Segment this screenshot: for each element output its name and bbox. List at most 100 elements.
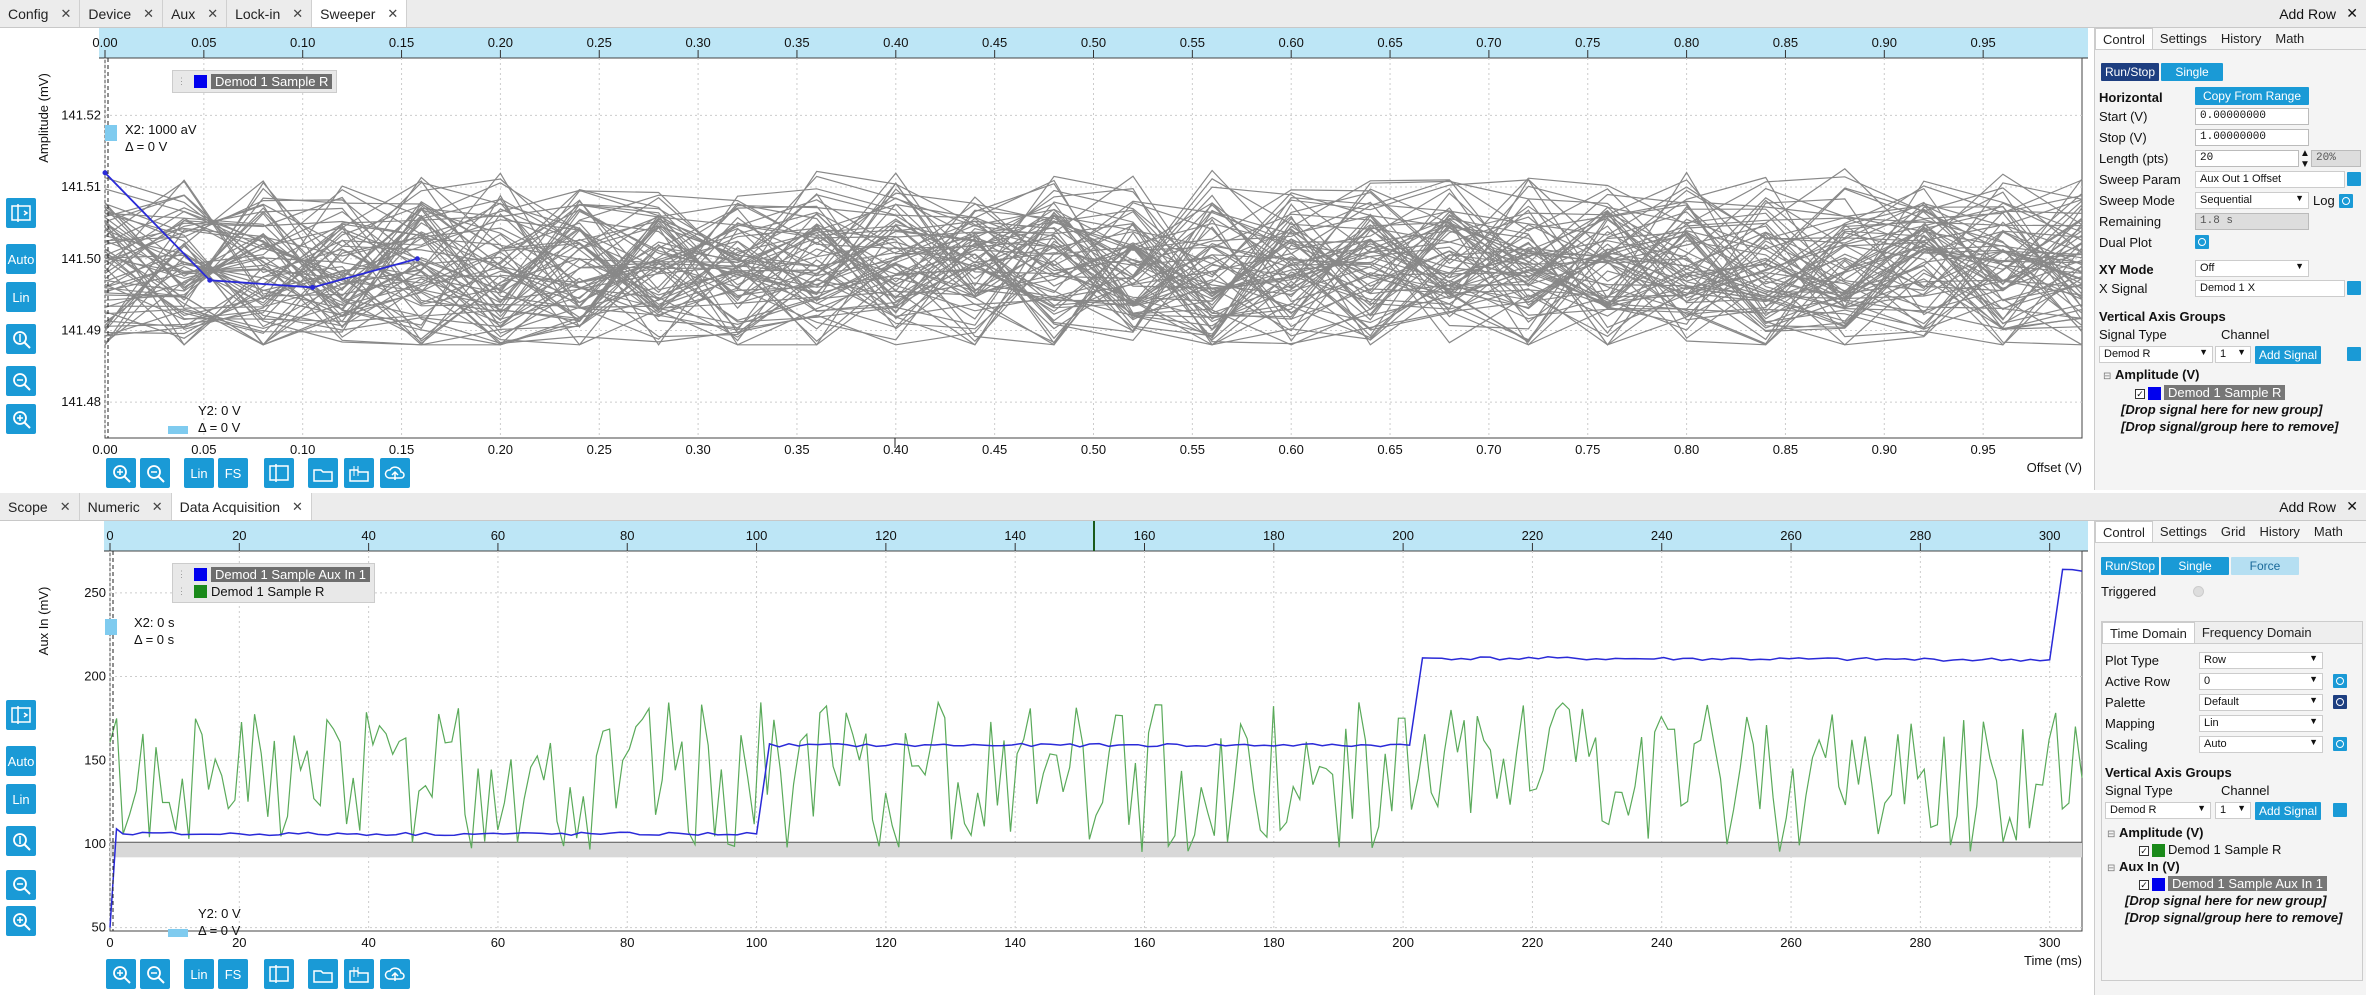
signal-type-select[interactable]: Demod R ▼ xyxy=(2105,802,2211,819)
signal-type-select[interactable]: Demod R ▼ xyxy=(2099,346,2213,363)
plot-type-select[interactable]: Row ▼ xyxy=(2199,652,2323,669)
cursor-handle[interactable] xyxy=(105,619,117,635)
add-signal-button[interactable]: Add Signal xyxy=(2255,802,2321,820)
cursor-tool-icon[interactable] xyxy=(264,959,294,989)
signal-tree-icon[interactable] xyxy=(2347,172,2361,186)
length-field[interactable]: 20 xyxy=(2195,150,2299,167)
auto-scale-button[interactable]: Auto xyxy=(6,244,36,274)
palette-toggle[interactable] xyxy=(2333,695,2347,709)
cursor-tool-icon[interactable] xyxy=(6,198,36,228)
tab-grid[interactable]: Grid xyxy=(2220,524,2246,539)
zoom-fit-icon[interactable] xyxy=(6,324,36,354)
start-field[interactable]: 0.00000000 xyxy=(2195,108,2309,125)
signal-item[interactable]: ✓ Demod 1 Sample R xyxy=(2139,842,2282,858)
fs-button[interactable]: FS xyxy=(218,959,248,989)
tab-math[interactable]: Math xyxy=(2275,31,2305,46)
tab-time-domain[interactable]: Time Domain xyxy=(2102,622,2195,643)
run-stop-button[interactable]: Run/Stop xyxy=(2101,63,2159,81)
signal-tree-icon[interactable] xyxy=(2347,281,2361,295)
tab-aux[interactable]: Aux ✕ xyxy=(163,0,228,27)
open-folder-icon[interactable] xyxy=(308,959,338,989)
group-amplitude[interactable]: ⊟ Amplitude (V) xyxy=(2107,825,2204,840)
close-icon[interactable]: ✕ xyxy=(387,5,399,21)
zoom-out-icon[interactable] xyxy=(6,870,36,900)
copy-from-range-button[interactable]: Copy From Range xyxy=(2195,87,2309,105)
tab-settings[interactable]: Settings xyxy=(2159,31,2207,46)
log-toggle[interactable] xyxy=(2339,194,2353,208)
active-row-select[interactable]: 0 ▼ xyxy=(2199,673,2323,690)
palette-select[interactable]: Default ▼ xyxy=(2199,694,2323,711)
sweep-param-select[interactable]: Aux Out 1 Offset xyxy=(2195,171,2345,188)
x-lin-button[interactable]: Lin xyxy=(184,959,214,989)
signal-item[interactable]: ✓ Demod 1 Sample Aux In 1 xyxy=(2139,876,2328,892)
save-folder-icon[interactable] xyxy=(344,959,374,989)
cloud-upload-icon[interactable] xyxy=(380,959,410,989)
close-icon[interactable]: ✕ xyxy=(2346,498,2358,514)
tab-history[interactable]: History xyxy=(2259,524,2300,539)
close-icon[interactable]: ✕ xyxy=(60,5,72,21)
checkbox[interactable]: ✓ xyxy=(2139,845,2149,856)
group-aux-in[interactable]: ⊟ Aux In (V) xyxy=(2107,859,2180,874)
tab-device[interactable]: Device ✕ xyxy=(80,0,164,27)
signal-item[interactable]: ✓ Demod 1 Sample R xyxy=(2135,385,2286,401)
checkbox[interactable]: ✓ xyxy=(2135,388,2145,399)
open-folder-icon[interactable] xyxy=(308,458,338,488)
single-button[interactable]: Single xyxy=(2161,63,2223,81)
tab-sweeper[interactable]: Sweeper ✕ xyxy=(312,0,408,27)
channel-select[interactable]: 1 ▼ xyxy=(2215,802,2251,819)
close-icon[interactable]: ✕ xyxy=(143,5,155,21)
zoom-out-icon[interactable] xyxy=(140,959,170,989)
daq-plot-canvas[interactable]: 0 0 20 20 40 40 60 60 80 80 100 100 120 120 140 140 160 1… xyxy=(0,521,2090,991)
mapping-select[interactable]: Lin ▼ xyxy=(2199,715,2323,732)
channel-select[interactable]: 1 ▼ xyxy=(2215,346,2251,363)
cursor-tool-icon[interactable] xyxy=(6,700,36,730)
stepper-icon[interactable]: ▲ ▼ xyxy=(2300,148,2310,170)
force-button[interactable]: Force xyxy=(2231,557,2299,575)
legend-item[interactable]: ⋮ Demod 1 Sample R xyxy=(177,73,333,90)
signal-tree-icon[interactable] xyxy=(2347,347,2361,361)
close-icon[interactable]: ✕ xyxy=(151,498,163,514)
tab-frequency-domain[interactable]: Frequency Domain xyxy=(2201,625,2312,640)
run-stop-button[interactable]: Run/Stop xyxy=(2101,557,2159,575)
zoom-out-icon[interactable] xyxy=(140,458,170,488)
sweeper-plot-canvas[interactable]: 0.00 0.00 0.05 0.05 0.10 0.10 0.15 0.15 0.20 0.20… xyxy=(0,28,2090,490)
cursor-tool-icon[interactable] xyxy=(264,458,294,488)
drop-remove[interactable]: [Drop signal/group here to remove] xyxy=(2121,419,2339,434)
cloud-upload-icon[interactable] xyxy=(380,458,410,488)
tab-config[interactable]: Config ✕ xyxy=(0,0,81,27)
signal-tree-icon[interactable] xyxy=(2333,803,2347,817)
tab-history[interactable]: History xyxy=(2220,31,2262,46)
drop-new-group[interactable]: [Drop signal here for new group] xyxy=(2125,893,2327,908)
zoom-fit-icon[interactable] xyxy=(6,826,36,856)
fs-button[interactable]: FS xyxy=(218,458,248,488)
cursor-handle[interactable] xyxy=(168,426,188,434)
tab-numeric[interactable]: Numeric ✕ xyxy=(80,493,172,520)
close-icon[interactable]: ✕ xyxy=(292,498,303,514)
dual-plot-toggle[interactable] xyxy=(2195,235,2209,249)
zoom-in-icon[interactable] xyxy=(106,959,136,989)
zoom-in-icon[interactable] xyxy=(106,458,136,488)
active-row-toggle[interactable] xyxy=(2333,674,2347,688)
sweep-mode-select[interactable]: Sequential ▼ xyxy=(2195,192,2309,209)
tab-scope[interactable]: Scope ✕ xyxy=(0,493,80,520)
zoom-in-icon[interactable] xyxy=(6,404,36,434)
lin-scale-button[interactable]: Lin xyxy=(6,784,36,814)
zoom-in-icon[interactable] xyxy=(6,906,36,936)
drop-new-group[interactable]: [Drop signal here for new group] xyxy=(2121,402,2323,417)
zoom-out-icon[interactable] xyxy=(6,366,36,396)
cursor-handle[interactable] xyxy=(105,125,117,141)
add-signal-button[interactable]: Add Signal xyxy=(2255,346,2321,364)
lin-scale-button[interactable]: Lin xyxy=(6,282,36,312)
tab-lock-in[interactable]: Lock-in ✕ xyxy=(227,0,313,27)
tab-math[interactable]: Math xyxy=(2313,524,2343,539)
checkbox[interactable]: ✓ xyxy=(2139,879,2149,890)
sweeper-plot[interactable]: 0.00 0.00 0.05 0.05 0.10 0.10 0.15 0.15 0.20 0.20… xyxy=(0,28,2090,490)
legend-item[interactable]: ⋮ Demod 1 Sample R xyxy=(177,584,325,599)
tab-data-acquisition[interactable]: Data Acquisition ✕ xyxy=(171,493,312,520)
save-folder-icon[interactable] xyxy=(344,458,374,488)
tab-control[interactable]: Control xyxy=(2095,28,2153,49)
tab-control[interactable]: Control xyxy=(2095,521,2153,542)
drop-remove[interactable]: [Drop signal/group here to remove] xyxy=(2125,910,2343,925)
add-row-button[interactable]: Add Row xyxy=(2279,499,2336,515)
close-icon[interactable]: ✕ xyxy=(207,5,219,21)
